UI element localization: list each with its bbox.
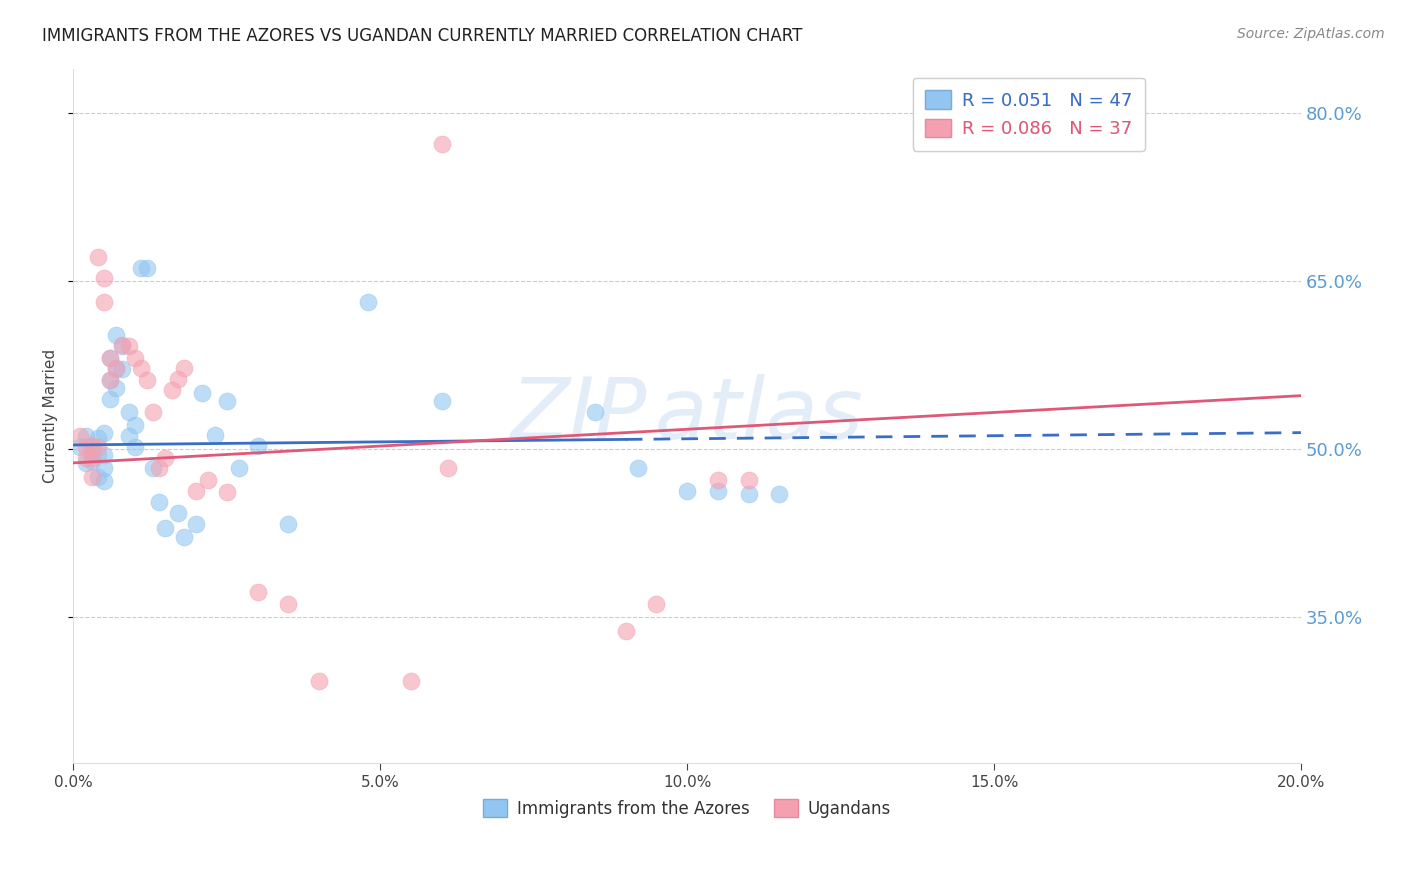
Point (142, 405, 165, 419)
Point (155, 451, 177, 466)
Point (430, 136, 453, 151)
Point (430, 394, 453, 409)
Point (117, 429, 139, 443)
Point (93, 461, 115, 475)
Point (124, 417, 146, 432)
Point (707, 473, 730, 487)
Point (215, 485, 238, 500)
Point (111, 339, 134, 353)
Point (166, 506, 188, 520)
Point (93, 425, 115, 440)
Point (105, 381, 128, 395)
Point (98, 351, 121, 365)
Text: Source: ZipAtlas.com: Source: ZipAtlas.com (1237, 27, 1385, 41)
Point (87, 440, 110, 454)
Point (98, 373, 121, 387)
Point (308, 674, 330, 689)
Point (93, 271, 115, 285)
Point (105, 328, 128, 343)
Point (87, 470, 110, 484)
Point (117, 339, 139, 353)
Point (215, 394, 238, 409)
Point (105, 360, 128, 375)
Point (75, 451, 97, 466)
Point (399, 674, 422, 689)
Point (186, 483, 208, 498)
Point (98, 392, 121, 406)
Point (191, 386, 214, 401)
Point (75, 429, 97, 443)
Point (277, 517, 299, 532)
Point (737, 487, 759, 501)
Point (645, 597, 668, 611)
Point (69, 440, 91, 454)
Point (737, 473, 759, 487)
Point (124, 351, 146, 365)
Point (204, 428, 226, 442)
Point (246, 584, 269, 599)
Point (87, 250, 110, 264)
Text: IMMIGRANTS FROM THE AZORES VS UGANDAN CURRENTLY MARRIED CORRELATION CHART: IMMIGRANTS FROM THE AZORES VS UGANDAN CU… (42, 27, 803, 45)
Point (186, 517, 208, 532)
Point (129, 260, 152, 275)
Point (129, 360, 152, 375)
Point (93, 294, 115, 309)
Point (117, 405, 139, 419)
Point (75, 456, 97, 470)
Point (166, 372, 188, 386)
Legend: Immigrants from the Azores, Ugandans: Immigrants from the Azores, Ugandans (477, 793, 897, 824)
Text: ZIP atlas: ZIP atlas (510, 375, 863, 458)
Point (124, 440, 146, 454)
Point (173, 360, 195, 375)
Point (87, 448, 110, 462)
Y-axis label: Currently Married: Currently Married (44, 349, 58, 483)
Point (98, 373, 121, 387)
Point (707, 483, 730, 498)
Point (93, 448, 115, 462)
Point (583, 405, 606, 419)
Point (228, 461, 250, 475)
Point (277, 597, 299, 611)
Point (111, 338, 134, 352)
Point (148, 495, 170, 509)
Point (676, 483, 699, 498)
Point (69, 429, 91, 443)
Point (75, 440, 97, 454)
Point (160, 383, 183, 397)
Point (80, 439, 103, 453)
Point (93, 474, 115, 488)
Point (246, 439, 269, 453)
Point (357, 294, 380, 309)
Point (111, 361, 134, 376)
Point (105, 361, 128, 376)
Point (436, 461, 458, 475)
Point (197, 473, 219, 487)
Point (614, 624, 637, 638)
Point (98, 351, 121, 365)
Point (80, 453, 103, 467)
Point (80, 451, 103, 466)
Point (80, 470, 103, 484)
Point (80, 439, 103, 453)
Point (173, 530, 195, 544)
Point (142, 461, 165, 475)
Point (148, 461, 170, 475)
Point (136, 260, 159, 275)
Point (87, 431, 110, 445)
Point (155, 521, 177, 535)
Point (136, 373, 159, 387)
Point (80, 444, 103, 458)
Point (627, 461, 650, 475)
Point (768, 487, 790, 501)
